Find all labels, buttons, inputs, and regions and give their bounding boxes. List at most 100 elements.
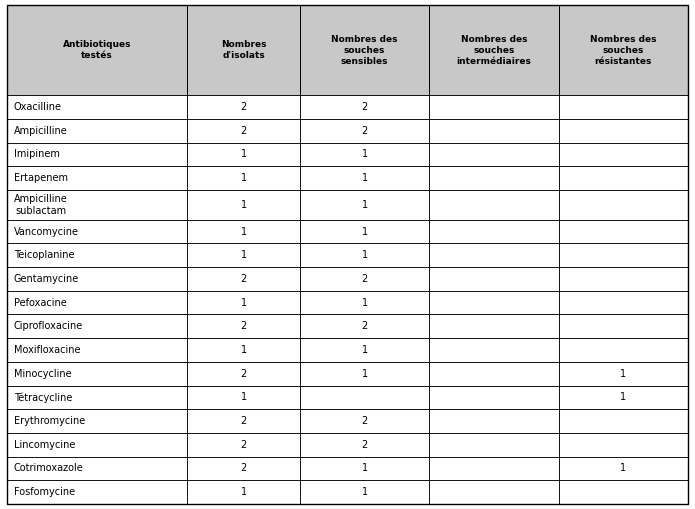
- Bar: [7, 267, 188, 291]
- Bar: [300, 409, 430, 433]
- Bar: [430, 267, 559, 291]
- Bar: [7, 143, 188, 166]
- Text: 2: 2: [240, 274, 247, 284]
- Text: 1: 1: [361, 200, 368, 210]
- Bar: [430, 480, 559, 504]
- Text: 2: 2: [361, 321, 368, 331]
- Text: 1: 1: [620, 369, 626, 379]
- Text: 1: 1: [240, 487, 247, 497]
- Bar: [7, 5, 188, 95]
- Text: Lincomycine: Lincomycine: [14, 440, 75, 450]
- Text: 1: 1: [620, 463, 626, 473]
- Bar: [300, 385, 430, 409]
- Bar: [7, 243, 188, 267]
- Text: 2: 2: [361, 416, 368, 426]
- Bar: [559, 95, 688, 119]
- Bar: [559, 362, 688, 385]
- Text: 1: 1: [240, 173, 247, 183]
- Bar: [188, 362, 300, 385]
- Text: 2: 2: [240, 463, 247, 473]
- Text: Ertapenem: Ertapenem: [14, 173, 67, 183]
- Bar: [7, 95, 188, 119]
- Bar: [7, 457, 188, 480]
- Text: Teicoplanine: Teicoplanine: [14, 250, 74, 260]
- Bar: [559, 143, 688, 166]
- Bar: [559, 409, 688, 433]
- Bar: [300, 291, 430, 315]
- Bar: [559, 291, 688, 315]
- Bar: [430, 433, 559, 457]
- Bar: [430, 385, 559, 409]
- Bar: [430, 315, 559, 338]
- Bar: [430, 190, 559, 220]
- Text: 2: 2: [240, 126, 247, 136]
- Bar: [559, 267, 688, 291]
- Bar: [430, 220, 559, 243]
- Bar: [188, 95, 300, 119]
- Bar: [300, 433, 430, 457]
- Text: Erythromycine: Erythromycine: [14, 416, 85, 426]
- Bar: [300, 480, 430, 504]
- Text: 2: 2: [240, 440, 247, 450]
- Bar: [7, 433, 188, 457]
- Text: 2: 2: [361, 274, 368, 284]
- Bar: [300, 315, 430, 338]
- Text: 1: 1: [361, 149, 368, 159]
- Bar: [430, 243, 559, 267]
- Text: Antibiotiques
testés: Antibiotiques testés: [63, 40, 131, 60]
- Text: 1: 1: [361, 250, 368, 260]
- Bar: [300, 166, 430, 190]
- Bar: [559, 457, 688, 480]
- Bar: [188, 166, 300, 190]
- Text: Nombres des
souches
intermédiaires: Nombres des souches intermédiaires: [457, 35, 532, 66]
- Text: Imipinem: Imipinem: [14, 149, 60, 159]
- Text: Pefoxacine: Pefoxacine: [14, 298, 67, 307]
- Bar: [300, 267, 430, 291]
- Text: 1: 1: [620, 392, 626, 402]
- Bar: [430, 291, 559, 315]
- Bar: [300, 119, 430, 143]
- Bar: [300, 95, 430, 119]
- Text: Cotrimoxazole: Cotrimoxazole: [14, 463, 83, 473]
- Bar: [430, 409, 559, 433]
- Text: Nombres des
souches
sensibles: Nombres des souches sensibles: [332, 35, 398, 66]
- Bar: [188, 291, 300, 315]
- Text: Vancomycine: Vancomycine: [14, 227, 79, 237]
- Text: 1: 1: [240, 392, 247, 402]
- Bar: [188, 190, 300, 220]
- Bar: [300, 243, 430, 267]
- Text: 2: 2: [240, 416, 247, 426]
- Bar: [559, 5, 688, 95]
- Bar: [300, 362, 430, 385]
- Bar: [300, 338, 430, 362]
- Text: Ampicilline
sublactam: Ampicilline sublactam: [14, 194, 67, 216]
- Bar: [188, 220, 300, 243]
- Bar: [188, 480, 300, 504]
- Text: Minocycline: Minocycline: [14, 369, 72, 379]
- Bar: [188, 409, 300, 433]
- Bar: [300, 190, 430, 220]
- Text: 1: 1: [361, 173, 368, 183]
- Bar: [188, 119, 300, 143]
- Text: 2: 2: [240, 321, 247, 331]
- Bar: [188, 243, 300, 267]
- Bar: [300, 220, 430, 243]
- Text: 1: 1: [240, 345, 247, 355]
- Bar: [559, 243, 688, 267]
- Bar: [7, 315, 188, 338]
- Bar: [559, 433, 688, 457]
- Bar: [430, 5, 559, 95]
- Text: Tétracycline: Tétracycline: [14, 392, 72, 403]
- Bar: [188, 385, 300, 409]
- Text: 1: 1: [240, 149, 247, 159]
- Bar: [7, 338, 188, 362]
- Text: Ciprofloxacine: Ciprofloxacine: [14, 321, 83, 331]
- Text: 1: 1: [240, 227, 247, 237]
- Bar: [7, 220, 188, 243]
- Bar: [7, 291, 188, 315]
- Text: Moxifloxacine: Moxifloxacine: [14, 345, 80, 355]
- Bar: [559, 315, 688, 338]
- Bar: [188, 315, 300, 338]
- Bar: [7, 119, 188, 143]
- Bar: [430, 457, 559, 480]
